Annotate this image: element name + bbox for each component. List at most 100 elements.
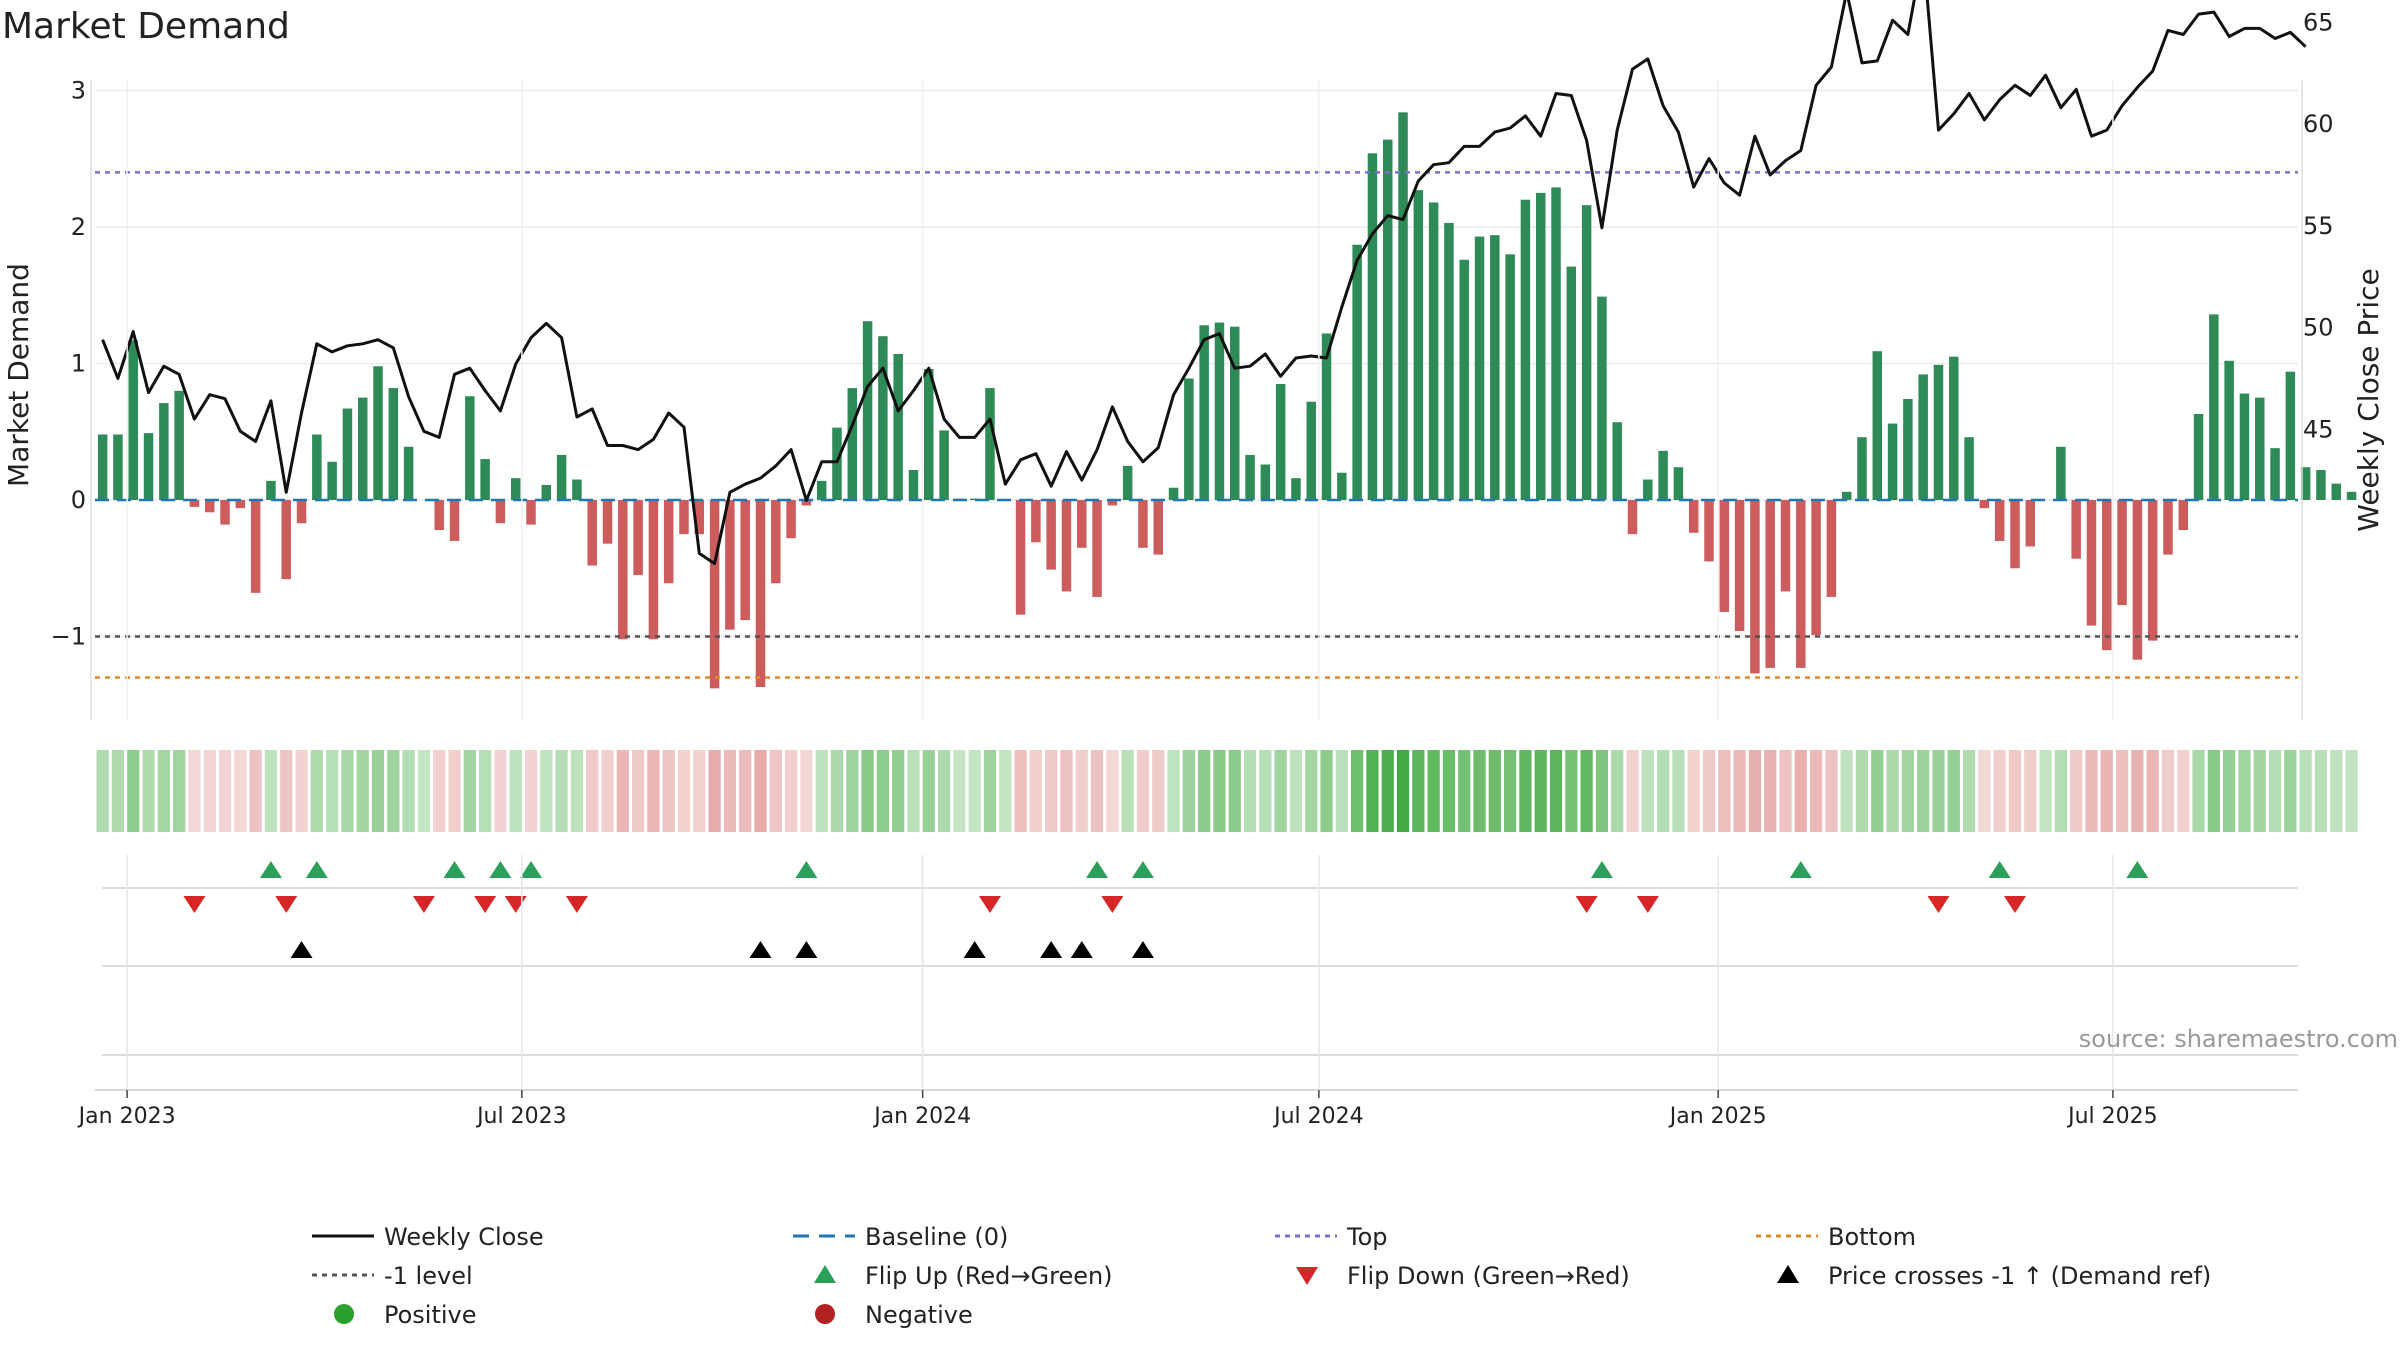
negative-demand-bar	[1688, 500, 1699, 533]
positive-demand-bar	[1184, 378, 1194, 500]
demand-strip-cell	[2115, 750, 2129, 832]
price-cross-marker	[795, 941, 818, 958]
demand-strip-cell	[188, 750, 201, 832]
positive-demand-bar	[1382, 139, 1393, 500]
flip-up-marker	[443, 861, 466, 878]
legend-item: Flip Down (Green→Red)	[1296, 1262, 1630, 1290]
demand-strip-cell	[1687, 750, 1700, 832]
demand-strip-cell	[1351, 750, 1364, 832]
x-tick-label: Jan 2024	[872, 1104, 971, 1129]
negative-demand-bar	[250, 500, 261, 593]
x-tick-label: Jan 2023	[77, 1104, 176, 1129]
legend-item: Flip Up (Red→Green)	[814, 1262, 1113, 1290]
demand-strip-cell	[1549, 750, 1563, 832]
positive-demand-bar	[1857, 437, 1867, 500]
positive-demand-bar	[403, 446, 414, 500]
positive-demand-bar	[1658, 450, 1668, 500]
positive-demand-bar	[908, 469, 919, 500]
demand-strip-cell	[1611, 750, 1624, 832]
demand-strip-cell	[387, 750, 400, 832]
negative-demand-bar	[1107, 500, 1118, 506]
demand-strip-cell	[1764, 750, 1777, 832]
demand-strip-cell	[509, 750, 522, 832]
positive-demand-bar	[985, 388, 995, 500]
legend-label: Positive	[384, 1301, 477, 1329]
positive-demand-bar	[1918, 374, 1928, 500]
demand-strip-cell	[1534, 750, 1547, 832]
demand-strip-cell	[922, 750, 935, 832]
positive-demand-bar	[1551, 187, 1561, 501]
demand-strip-cell	[1259, 750, 1272, 832]
negative-demand-bar	[1826, 500, 1837, 597]
demand-strip-cell	[1412, 750, 1425, 832]
demand-strip-cell	[1718, 750, 1731, 832]
positive-demand-bar	[1903, 398, 1913, 500]
positive-demand-bar	[924, 368, 934, 500]
negative-demand-bar	[2025, 500, 2036, 547]
demand-strip-cell	[264, 750, 278, 832]
legend-swatch	[1296, 1267, 1318, 1285]
positive-demand-bar	[1245, 454, 1255, 500]
y2-tick-label: 45	[2303, 415, 2334, 443]
positive-demand-bar	[1520, 199, 1531, 500]
demand-strip-cell	[937, 750, 951, 832]
positive-demand-bar	[1306, 401, 1316, 500]
negative-demand-bar	[1077, 500, 1087, 548]
demand-strip-cell	[356, 750, 369, 832]
positive-demand-bar	[1122, 465, 1133, 500]
demand-strip-cell	[341, 750, 354, 832]
negative-demand-bar	[2147, 500, 2158, 641]
demand-strip-cell	[1121, 750, 1134, 832]
positive-demand-bar	[312, 434, 322, 500]
negative-demand-bar	[1994, 500, 2005, 541]
price-cross-marker	[1040, 941, 1063, 958]
demand-strip-cell	[463, 750, 476, 832]
positive-demand-bar	[1291, 478, 1301, 500]
legend-item: Baseline (0)	[793, 1223, 1008, 1251]
demand-strip-cell	[2238, 750, 2251, 832]
demand-strip-cell	[1198, 750, 1211, 832]
positive-demand-bar	[480, 459, 490, 500]
demand-strip-cell	[417, 750, 431, 832]
positive-demand-bar	[1841, 491, 1852, 500]
demand-strip-cell	[433, 750, 446, 832]
demand-strip-cell	[1672, 750, 1685, 832]
positive-demand-bar	[1535, 192, 1546, 500]
positive-demand-bar	[113, 434, 123, 500]
flip-up-marker	[259, 861, 282, 878]
demand-strip-cell	[1840, 750, 1853, 832]
positive-demand-bar	[572, 479, 582, 500]
negative-demand-bar	[1046, 500, 1056, 570]
positive-demand-bar	[97, 434, 108, 500]
demand-strip-cell	[142, 750, 155, 832]
demand-strip-cell	[371, 750, 385, 832]
demand-strip-cell	[2299, 750, 2312, 832]
price-cross-marker	[1070, 941, 1093, 958]
demand-strip-cell	[2177, 750, 2190, 832]
positive-demand-bar	[1367, 153, 1378, 501]
demand-strip-cell	[1045, 750, 1058, 832]
y-axis-label: Market Demand	[2, 263, 35, 487]
positive-demand-bar	[2316, 469, 2326, 500]
demand-strip-cell	[1901, 750, 1915, 832]
legend-item: Positive	[334, 1301, 477, 1329]
negative-demand-bar	[1750, 500, 1760, 674]
positive-demand-bar	[1337, 472, 1347, 500]
chart-title: Market Demand	[2, 6, 290, 47]
demand-strip-cell	[586, 750, 599, 832]
demand-strip-cell	[1289, 750, 1303, 832]
demand-strip-cell	[601, 750, 614, 832]
negative-demand-bar	[1153, 500, 1163, 555]
y-tick-label: 1	[71, 350, 86, 378]
demand-strip-cell	[1243, 750, 1257, 832]
demand-strip-cell	[1075, 750, 1088, 832]
positive-demand-bar	[1505, 254, 1515, 500]
flip-down-marker	[1575, 896, 1598, 913]
demand-strip-cell	[1060, 750, 1073, 832]
demand-strip-cell	[892, 750, 905, 832]
negative-demand-bar	[1765, 500, 1775, 668]
legend-item: Weekly Close	[312, 1223, 544, 1251]
negative-demand-bar	[709, 500, 720, 689]
flip-down-marker	[565, 896, 588, 913]
demand-strip-cell	[448, 750, 461, 832]
